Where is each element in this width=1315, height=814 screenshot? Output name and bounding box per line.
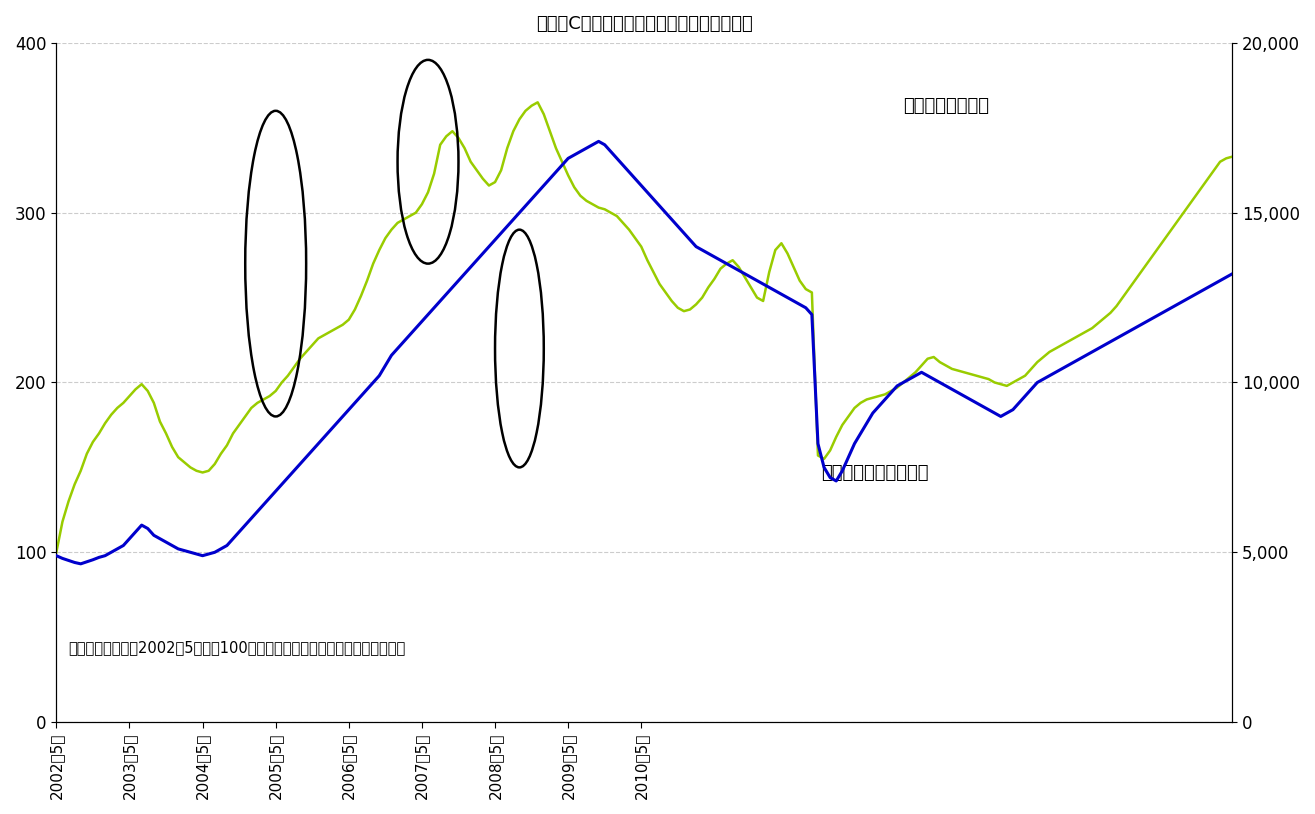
Text: 日経平均株価（右軸）: 日経平均株価（右軸） [821,464,928,482]
Text: （注）ファンドは2002年5月末を100として指数化、日経平均株価の単位は円: （注）ファンドは2002年5月末を100として指数化、日経平均株価の単位は円 [68,641,405,655]
Text: ファンド（左軸）: ファンド（左軸） [903,97,989,116]
Title: （図表C）　ファンドと日経平均株価の推移: （図表C） ファンドと日経平均株価の推移 [537,15,752,33]
